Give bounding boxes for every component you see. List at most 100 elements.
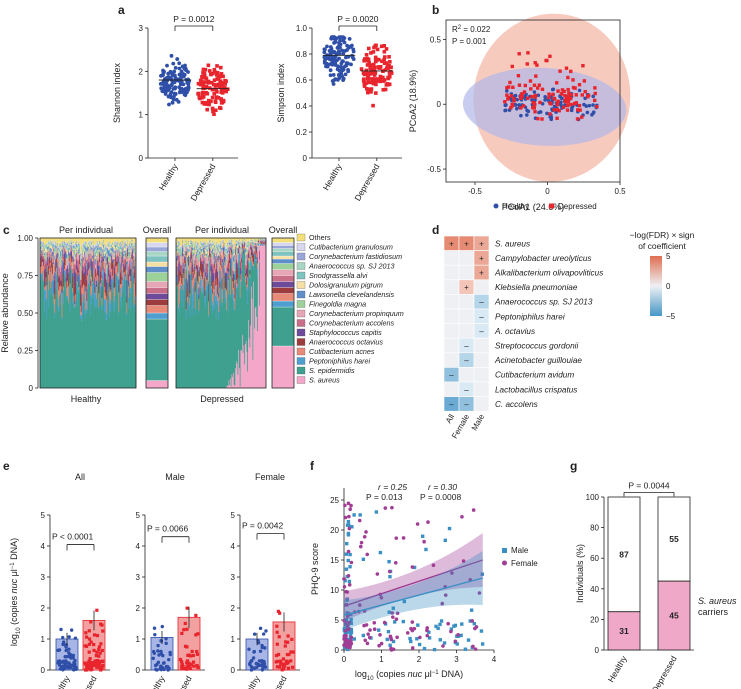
stack-segment xyxy=(43,281,45,284)
stack-segment xyxy=(105,295,107,301)
stack-segment xyxy=(47,246,49,250)
stack-segment xyxy=(43,265,45,267)
stack-segment xyxy=(44,269,46,272)
stack-segment xyxy=(219,249,221,252)
stack-segment xyxy=(250,243,252,246)
stack-segment xyxy=(70,238,72,241)
stack-segment xyxy=(91,255,93,261)
stack-segment xyxy=(194,316,196,388)
stack-segment xyxy=(114,246,116,251)
stack-segment xyxy=(183,273,185,285)
stack-segment xyxy=(105,250,107,256)
data-point-depressed xyxy=(93,659,97,663)
stack-segment xyxy=(185,248,187,251)
data-point-healthy xyxy=(158,81,163,86)
stack-segment xyxy=(176,260,178,263)
stack-segment xyxy=(109,252,111,254)
heatmap-cell xyxy=(473,381,490,397)
data-point-healthy xyxy=(336,64,340,69)
data-point-healthy xyxy=(165,75,170,80)
data-point-depressed xyxy=(555,116,559,121)
data-point-healthy xyxy=(258,626,263,631)
stack-segment xyxy=(56,253,58,255)
stack-segment xyxy=(88,270,90,284)
stack-segment xyxy=(48,274,50,291)
stack-segment xyxy=(212,312,214,388)
stack-segment xyxy=(191,251,193,253)
data-point-depressed xyxy=(386,82,391,87)
data-point-depressed xyxy=(559,92,564,96)
stack-segment xyxy=(56,241,58,244)
stack-segment xyxy=(242,353,244,388)
stack-segment xyxy=(176,251,178,256)
stack-segment xyxy=(254,250,256,253)
stack-segment xyxy=(215,238,217,244)
data-point-healthy xyxy=(61,635,65,640)
stack-segment xyxy=(212,282,214,294)
data-point-depressed xyxy=(508,80,512,85)
stack-segment xyxy=(259,242,261,245)
stack-segment xyxy=(189,293,191,297)
stack-segment xyxy=(214,250,216,254)
stack-segment xyxy=(195,277,197,388)
stack-segment xyxy=(46,262,48,272)
stack-segment xyxy=(60,281,62,287)
stack-segment xyxy=(259,238,261,242)
stack-segment xyxy=(183,289,185,388)
data-point-depressed xyxy=(558,69,562,73)
stack-segment xyxy=(82,286,84,303)
stack-segment xyxy=(243,243,245,245)
stack-segment xyxy=(117,238,119,242)
data-point-depressed xyxy=(368,63,373,67)
data-point-healthy xyxy=(162,667,166,672)
stack-segment xyxy=(110,238,112,244)
stack-segment xyxy=(125,242,127,244)
stack-segment xyxy=(196,244,198,246)
stack-segment xyxy=(214,245,216,248)
stack-segment xyxy=(236,245,238,248)
stack-segment xyxy=(45,238,47,243)
y-tick-label: 0.6 xyxy=(296,76,308,85)
stack-segment xyxy=(211,242,213,244)
stack-segment xyxy=(237,262,239,267)
data-point-depressed xyxy=(557,108,561,113)
stack-segment xyxy=(203,250,205,254)
stack-segment xyxy=(204,268,206,278)
stack-segment xyxy=(258,242,260,244)
stack-segment xyxy=(226,238,228,248)
stack-segment xyxy=(55,240,57,242)
stack-segment xyxy=(206,245,208,248)
stack-segment xyxy=(85,253,87,257)
heatmap-cell xyxy=(443,308,460,324)
stack-segment xyxy=(207,244,209,247)
stack-segment xyxy=(191,279,193,295)
data-point-healthy xyxy=(331,50,335,54)
stack-segment xyxy=(203,255,205,266)
data-point-healthy xyxy=(64,654,69,659)
heatmap-cell xyxy=(473,337,490,354)
stack-segment xyxy=(108,250,110,256)
stack-segment xyxy=(256,252,258,257)
stack-segment xyxy=(212,257,214,266)
stack-segment xyxy=(248,257,250,262)
stack-segment xyxy=(62,258,64,261)
stack-segment xyxy=(209,245,211,248)
stack-segment xyxy=(42,279,44,388)
stack-segment xyxy=(182,262,184,274)
legend-entry: S. epidermidis xyxy=(309,366,355,375)
stack-segment xyxy=(263,244,265,246)
stack-segment xyxy=(73,238,75,244)
stack-segment xyxy=(100,260,102,266)
stack-segment xyxy=(194,267,196,271)
stack-segment xyxy=(227,260,229,269)
stack-segment xyxy=(231,239,233,241)
stack-segment xyxy=(192,244,194,248)
stack-segment xyxy=(108,296,110,317)
stack-segment xyxy=(81,253,83,255)
stack-segment xyxy=(256,316,258,388)
data-point-depressed xyxy=(95,650,99,654)
stack-segment xyxy=(62,271,64,388)
stack-segment xyxy=(127,241,129,244)
stack-segment xyxy=(239,246,241,249)
stack-segment xyxy=(202,242,204,244)
